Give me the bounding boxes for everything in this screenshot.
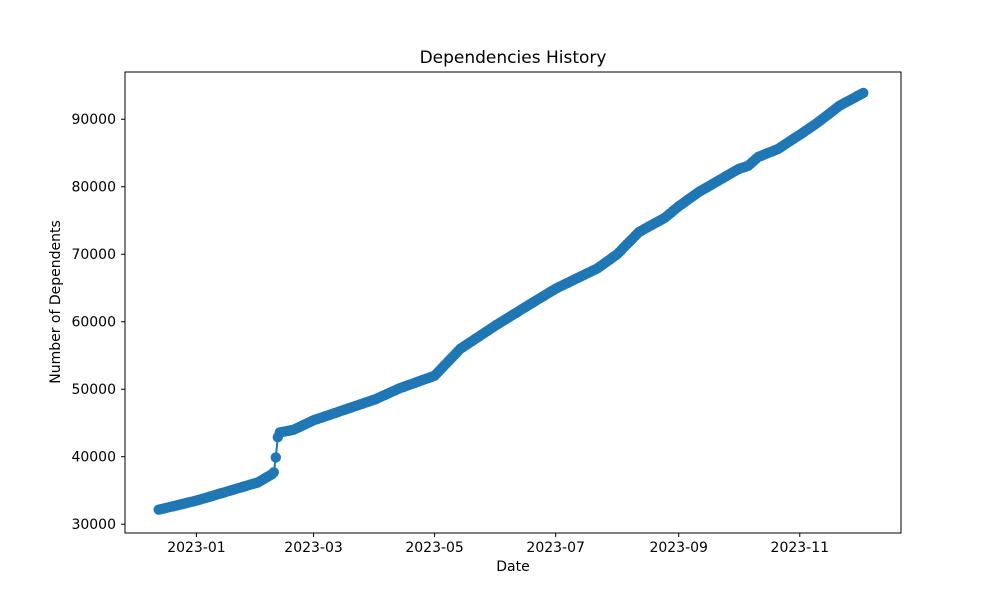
y-tick-label: 30000 — [71, 517, 116, 533]
data-point — [270, 452, 281, 463]
y-tick-label: 40000 — [71, 450, 116, 466]
chart-title: Dependencies History — [419, 48, 607, 68]
y-tick-label: 70000 — [71, 247, 116, 263]
axes-spines — [124, 71, 902, 534]
x-tick-label: 2023-09 — [649, 540, 708, 556]
x-tick-label: 2023-01 — [167, 540, 226, 556]
x-tick-label: 2023-07 — [526, 540, 585, 556]
x-tick-label: 2023-05 — [405, 540, 464, 556]
data-point — [268, 467, 279, 478]
x-tick-label: 2023-03 — [284, 540, 343, 556]
y-tick-label: 90000 — [71, 112, 116, 128]
data-markers — [153, 87, 869, 515]
y-tick-label: 50000 — [71, 382, 116, 398]
y-tick-label: 80000 — [71, 180, 116, 196]
x-axis-label: Date — [496, 559, 530, 575]
y-axis-label: Number of Dependents — [48, 220, 64, 384]
y-tick-label: 60000 — [71, 315, 116, 331]
x-tick-label: 2023-11 — [771, 540, 830, 556]
data-point — [858, 87, 869, 99]
